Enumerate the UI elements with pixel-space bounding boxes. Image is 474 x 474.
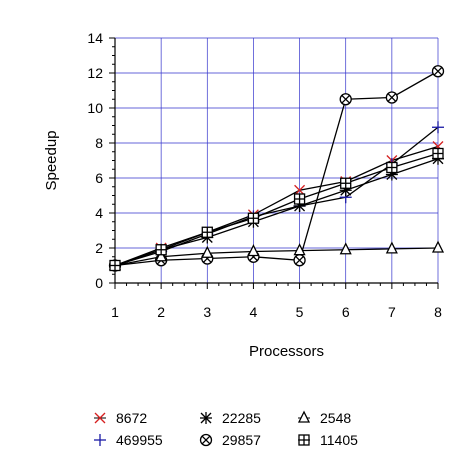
square-plus-marker	[386, 161, 398, 174]
series-11405	[109, 147, 444, 272]
series-layer	[108, 65, 445, 272]
square-plus-marker	[432, 147, 444, 160]
y-tick-label: 10	[87, 100, 103, 116]
square-plus-marker	[340, 177, 352, 189]
series-line	[114, 158, 439, 267]
square-plus-marker	[293, 193, 306, 205]
legend-label: 29857	[222, 432, 261, 448]
y-tick-label: 4	[95, 205, 103, 221]
triangle-marker	[431, 240, 445, 253]
square-plus-marker	[247, 212, 260, 224]
x-tick-label: 7	[388, 304, 396, 320]
series-line	[114, 247, 439, 267]
x-tick-label: 1	[111, 304, 119, 320]
triangle-marker	[201, 245, 214, 258]
legend-label: 11405	[320, 432, 358, 448]
x-tick-label: 4	[250, 304, 258, 320]
square-plus-marker	[109, 259, 121, 272]
square-plus-marker	[201, 226, 213, 238]
series-line	[114, 152, 439, 267]
y-tick-label: 2	[95, 240, 103, 256]
legend-label: 469955	[116, 432, 163, 448]
x-tick-label: 3	[203, 304, 211, 320]
triangle-marker	[385, 241, 398, 254]
legend-label: 2548	[320, 410, 351, 426]
x-tick-label: 5	[296, 304, 304, 320]
triangle-marker	[297, 410, 311, 423]
x-tick-label: 2	[157, 304, 165, 320]
legend-item: 469955	[94, 432, 163, 448]
x-tick-label: 8	[434, 304, 442, 320]
plus-marker	[94, 434, 106, 446]
x-marker	[94, 412, 106, 424]
series-line	[114, 145, 439, 267]
legend-item: 8672	[94, 410, 147, 426]
triangle-marker	[339, 242, 352, 255]
legend-label: 22285	[222, 410, 261, 426]
circle-x-marker	[385, 91, 399, 104]
legend: 8672 469955 22285 29857 2548 11405	[94, 410, 358, 448]
asterisk-marker	[293, 200, 306, 212]
legend-label: 8672	[116, 410, 147, 426]
x-tick-label: 6	[342, 304, 350, 320]
grid	[114, 37, 439, 284]
y-tick-label: 12	[87, 65, 103, 81]
series-line	[114, 70, 439, 267]
x-axis-title: Processors	[249, 343, 324, 360]
plus-marker	[432, 121, 444, 134]
circle-x-marker	[339, 93, 352, 106]
y-tick-label: 8	[95, 135, 103, 151]
square-plus-marker	[298, 434, 310, 446]
legend-item: 22285	[200, 410, 261, 426]
axes	[109, 37, 439, 289]
legend-item: 29857	[199, 432, 261, 448]
circle-x-marker	[293, 254, 306, 267]
circle-x-marker	[431, 65, 445, 78]
legend-item: 11405	[298, 432, 358, 448]
triangle-marker	[247, 244, 260, 257]
y-tick-label: 14	[87, 30, 103, 46]
asterisk-marker	[200, 412, 212, 424]
y-tick-label: 6	[95, 170, 103, 186]
circle-x-marker	[199, 433, 213, 447]
triangle-marker	[155, 249, 168, 262]
y-axis-title: Speedup	[43, 130, 60, 190]
triangle-marker	[293, 243, 306, 256]
square-plus-marker	[155, 244, 167, 256]
y-tick-label: 0	[95, 275, 103, 291]
legend-item: 2548	[297, 410, 351, 426]
